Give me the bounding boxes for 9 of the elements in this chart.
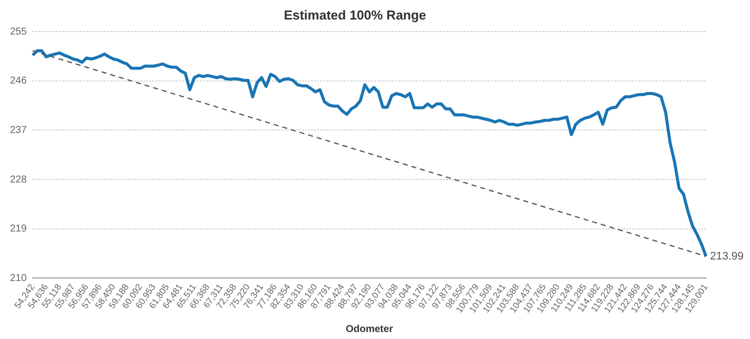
y-tick-label: 246: [10, 76, 28, 87]
y-tick-label: 219: [10, 224, 28, 235]
y-tick-label: 237: [10, 124, 28, 136]
y-tick-label: 210: [10, 272, 28, 284]
annotation: 213.99: [710, 250, 744, 262]
y-tick-label: 228: [10, 174, 28, 186]
x-axis-title: Odometer: [346, 324, 394, 335]
y-tick-label: 255: [10, 26, 28, 38]
chart-title: Estimated 100% Range: [284, 7, 426, 22]
